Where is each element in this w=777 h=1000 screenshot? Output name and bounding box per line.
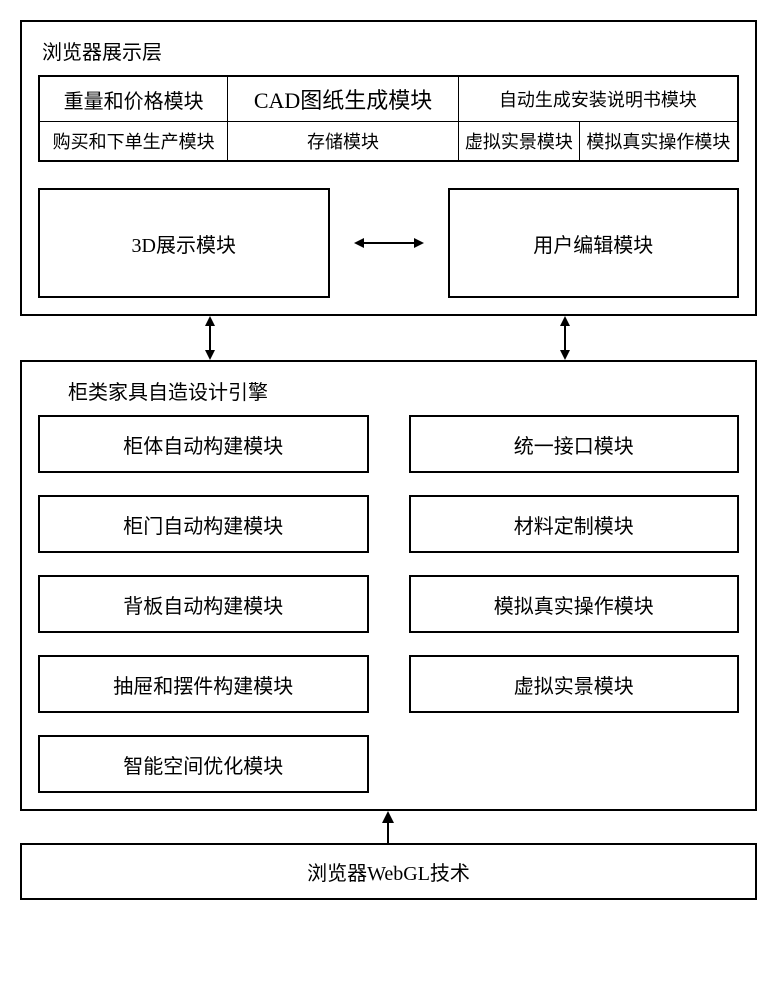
engine-sim-operate: 模拟真实操作模块 xyxy=(409,575,740,633)
module-row-2: 购买和下单生产模块 存储模块 虚拟实景模块 模拟真实操作模块 xyxy=(39,122,738,162)
engine-drawer-decor: 抽屉和摆件构建模块 xyxy=(38,655,369,713)
engine-vr-scene: 虚拟实景模块 xyxy=(409,655,740,713)
engine-unified-api: 统一接口模块 xyxy=(409,415,740,473)
module-storage: 存储模块 xyxy=(228,122,459,162)
engine-back-panel: 背板自动构建模块 xyxy=(38,575,369,633)
user-edit-module: 用户编辑模块 xyxy=(448,188,740,298)
engine-space-opt: 智能空间优化模块 xyxy=(38,735,369,793)
connector-bottom-icon xyxy=(20,811,757,843)
module-buy-order: 购买和下单生产模块 xyxy=(39,122,228,162)
big-box-row: 3D展示模块 用户编辑模块 xyxy=(38,188,739,298)
module-row-1: 重量和价格模块 CAD图纸生成模块 自动生成安装说明书模块 xyxy=(39,76,738,122)
presentation-layer: 浏览器展示层 重量和价格模块 CAD图纸生成模块 自动生成安装说明书模块 购买和… xyxy=(20,20,757,316)
module-sim-operate: 模拟真实操作模块 xyxy=(579,122,738,162)
connector-top-icon xyxy=(20,316,757,360)
engine-material: 材料定制模块 xyxy=(409,495,740,553)
module-vr-scene: 虚拟实景模块 xyxy=(458,122,579,162)
module-table: 重量和价格模块 CAD图纸生成模块 自动生成安装说明书模块 购买和下单生产模块 … xyxy=(38,75,739,162)
engine-col-right: 统一接口模块 材料定制模块 模拟真实操作模块 虚拟实景模块 xyxy=(409,415,740,793)
engine-columns: 柜体自动构建模块 柜门自动构建模块 背板自动构建模块 抽屉和摆件构建模块 智能空… xyxy=(38,415,739,793)
engine-cabinet-door: 柜门自动构建模块 xyxy=(38,495,369,553)
engine-layer: 柜类家具自造设计引擎 柜体自动构建模块 柜门自动构建模块 背板自动构建模块 抽屉… xyxy=(20,360,757,811)
engine-title: 柜类家具自造设计引擎 xyxy=(68,376,739,405)
presentation-title: 浏览器展示层 xyxy=(42,36,739,65)
engine-col-left: 柜体自动构建模块 柜门自动构建模块 背板自动构建模块 抽屉和摆件构建模块 智能空… xyxy=(38,415,369,793)
engine-cabinet-body: 柜体自动构建模块 xyxy=(38,415,369,473)
module-weight-price: 重量和价格模块 xyxy=(39,76,228,122)
display-3d-module: 3D展示模块 xyxy=(38,188,330,298)
module-cad: CAD图纸生成模块 xyxy=(228,76,459,122)
bidirectional-arrow-icon xyxy=(354,231,424,255)
webgl-base: 浏览器WebGL技术 xyxy=(20,843,757,900)
module-install-doc: 自动生成安装说明书模块 xyxy=(458,76,738,122)
